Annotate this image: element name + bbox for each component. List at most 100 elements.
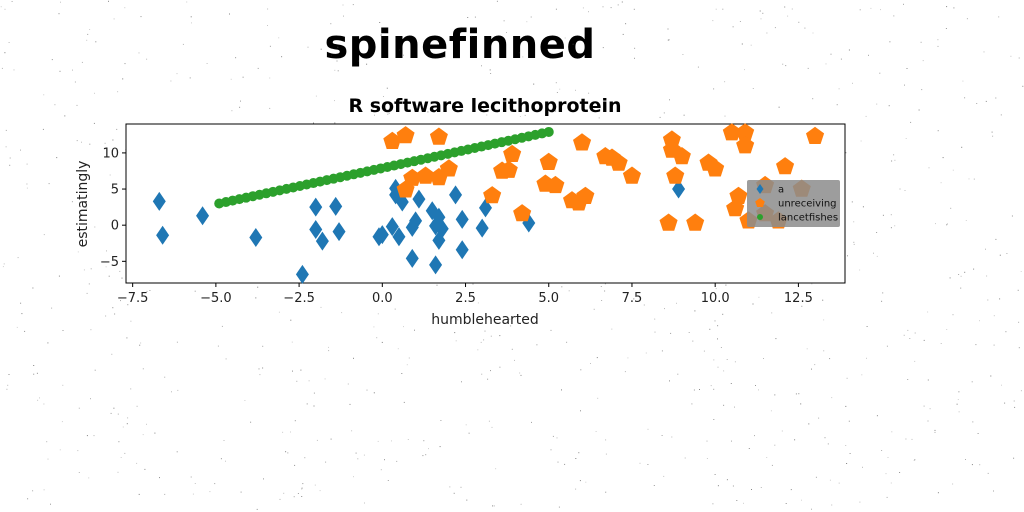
speckle: [661, 350, 663, 352]
speckle: [427, 111, 429, 113]
speckle: [960, 287, 962, 289]
speckle: [351, 430, 353, 432]
speckle: [811, 283, 813, 285]
speckle: [366, 63, 368, 65]
speckle: [664, 308, 665, 310]
speckle: [282, 431, 284, 433]
speckle: [715, 8, 717, 10]
series-unreceiving-point: [576, 186, 595, 204]
speckle: [922, 60, 924, 62]
speckle: [269, 77, 271, 79]
speckle: [766, 32, 768, 34]
speckle: [890, 214, 892, 216]
speckle: [957, 399, 959, 400]
speckle: [1013, 457, 1015, 459]
speckle: [294, 464, 296, 466]
speckle: [176, 341, 178, 343]
speckle: [349, 403, 351, 405]
speckle: [112, 307, 114, 309]
speckle: [552, 435, 554, 437]
speckle: [794, 439, 796, 441]
speckle: [267, 8, 269, 10]
speckle: [287, 452, 289, 454]
speckle: [736, 500, 738, 501]
speckle: [487, 378, 489, 380]
series-a-point: [295, 264, 309, 284]
speckle: [557, 461, 559, 463]
speckle: [110, 412, 112, 414]
speckle: [831, 397, 833, 399]
speckle: [231, 110, 233, 112]
speckle: [952, 483, 954, 485]
speckle: [1013, 400, 1015, 402]
speckle: [474, 16, 476, 18]
speckle: [503, 20, 505, 22]
speckle: [486, 114, 488, 116]
speckle: [324, 378, 326, 380]
speckle: [33, 365, 35, 366]
speckle: [987, 299, 989, 301]
x-tick-label: 10.0: [701, 291, 730, 306]
speckle: [58, 275, 60, 277]
speckle: [726, 479, 728, 481]
speckle: [488, 420, 490, 422]
speckle: [760, 18, 762, 20]
speckle: [330, 23, 332, 25]
speckle: [882, 292, 884, 294]
speckle: [372, 107, 374, 109]
speckle: [285, 451, 287, 453]
speckle: [122, 78, 124, 80]
speckle: [142, 434, 144, 436]
speckle: [1020, 390, 1022, 392]
speckle: [743, 502, 744, 504]
speckle: [911, 438, 913, 440]
speckle: [130, 320, 132, 322]
speckle: [811, 368, 812, 370]
speckle: [263, 478, 264, 480]
speckle: [380, 469, 382, 471]
speckle: [86, 292, 88, 294]
speckle: [723, 404, 725, 406]
series-unreceiving-point: [776, 157, 795, 175]
speckle: [893, 154, 895, 156]
speckle: [48, 183, 50, 185]
speckle: [668, 39, 670, 41]
speckle: [838, 88, 840, 90]
speckle: [330, 438, 332, 440]
speckle: [893, 15, 895, 17]
speckle: [190, 16, 192, 18]
speckle: [724, 81, 726, 83]
speckle: [624, 371, 626, 373]
speckle: [732, 485, 734, 487]
speckle: [214, 483, 216, 485]
speckle: [140, 16, 142, 18]
speckle: [960, 275, 962, 277]
speckle: [627, 357, 629, 359]
speckle: [176, 451, 178, 453]
speckle: [492, 505, 494, 507]
speckle: [942, 157, 944, 159]
speckle: [8, 42, 10, 43]
speckle: [51, 59, 53, 61]
speckle: [910, 121, 912, 123]
speckle: [940, 343, 942, 344]
speckle: [220, 458, 222, 460]
speckle: [267, 25, 268, 26]
speckle: [373, 392, 375, 394]
speckle: [64, 115, 66, 117]
speckle: [775, 338, 777, 340]
series-a-point: [152, 191, 166, 211]
speckle: [990, 375, 992, 377]
speckle: [526, 21, 528, 23]
speckle: [971, 464, 973, 466]
speckle: [301, 488, 303, 490]
speckle: [985, 100, 987, 102]
series-unreceiving-point: [686, 213, 705, 231]
speckle: [328, 350, 330, 352]
speckle: [93, 122, 95, 124]
speckle: [240, 100, 241, 102]
speckle: [225, 358, 227, 360]
speckle: [697, 66, 699, 68]
speckle: [730, 383, 732, 384]
speckle: [992, 135, 994, 137]
